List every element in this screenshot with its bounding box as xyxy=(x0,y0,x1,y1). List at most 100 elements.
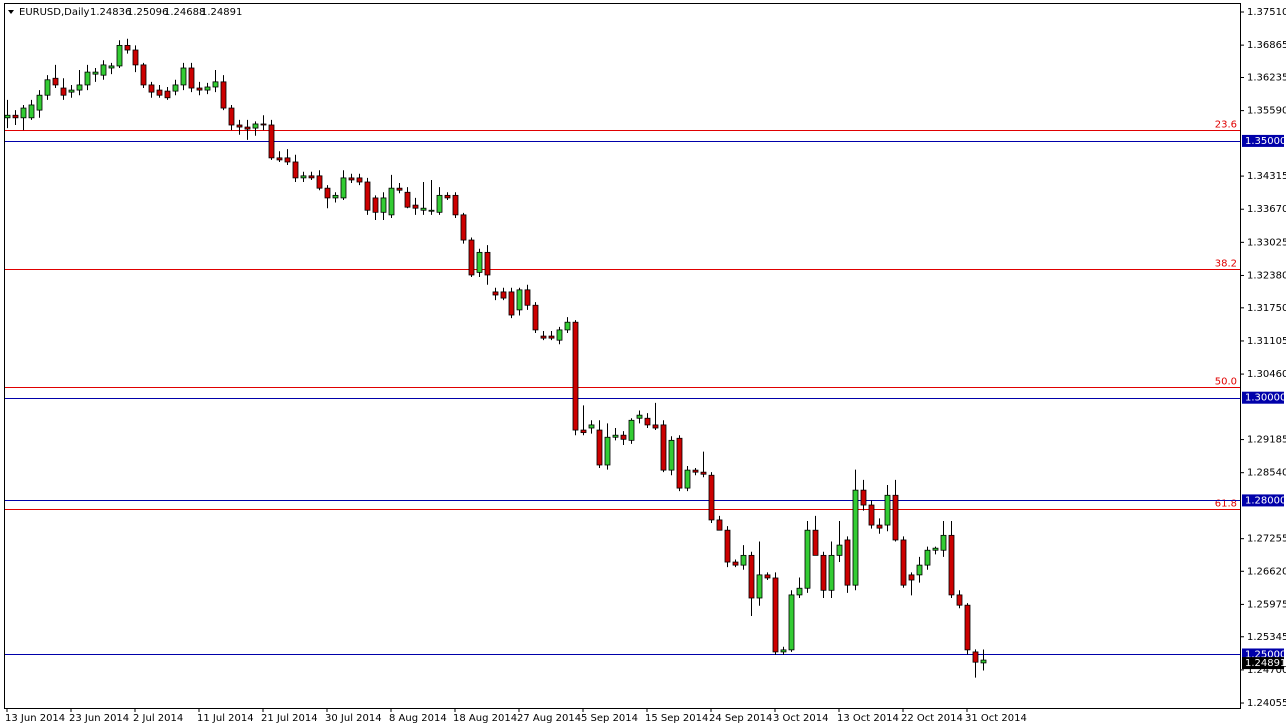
x-tick-label: 3 Oct 2014 xyxy=(773,713,828,724)
candle-body xyxy=(28,104,35,119)
candle-body xyxy=(516,289,523,311)
header-low: 1.24688 xyxy=(164,7,205,18)
candle-body xyxy=(108,65,115,69)
y-tick-label: 1.33025 xyxy=(1247,237,1286,248)
header-close: 1.24891 xyxy=(201,7,242,18)
candle-body xyxy=(204,86,211,91)
candle-body xyxy=(500,291,507,299)
candle-body xyxy=(956,594,963,606)
candle-body xyxy=(172,84,179,92)
candle-body xyxy=(412,204,419,209)
x-tick-label: 21 Jul 2014 xyxy=(261,713,318,724)
candle-body xyxy=(668,439,675,471)
candle-body xyxy=(556,329,563,341)
candle-body xyxy=(508,291,515,316)
candle-body xyxy=(788,594,795,651)
candle-body xyxy=(268,124,275,159)
y-tick-label: 1.37510 xyxy=(1247,7,1286,18)
horizontal-lines: 23.6 38.2 50.0 61.8 xyxy=(5,120,1240,655)
candle-body xyxy=(628,419,635,441)
candle-body xyxy=(164,90,171,99)
candle-body xyxy=(92,71,99,75)
candle-body xyxy=(684,469,691,489)
candle-body xyxy=(180,67,187,86)
x-tick-label: 15 Sep 2014 xyxy=(645,713,708,724)
candle-body xyxy=(740,554,747,566)
candle-body xyxy=(156,89,163,96)
candle-body xyxy=(852,489,859,586)
x-tick-label: 30 Jul 2014 xyxy=(325,713,382,724)
candle-body xyxy=(716,519,723,531)
candle-body xyxy=(36,94,43,111)
candle-body xyxy=(388,187,395,216)
y-tick-label: 1.24700 xyxy=(1247,665,1286,676)
y-tick-label: 1.36865 xyxy=(1247,40,1286,51)
candle-body xyxy=(428,209,435,212)
candle-body xyxy=(324,187,331,199)
candle-body xyxy=(756,574,763,599)
candle-body xyxy=(276,157,283,161)
candle-body xyxy=(524,289,531,306)
y-tick-label: 1.29185 xyxy=(1247,435,1286,446)
fib-label: 61.8 xyxy=(1215,499,1237,510)
level-tag xyxy=(1242,494,1284,507)
candle-body xyxy=(644,417,651,426)
candle-body xyxy=(980,659,987,664)
candle-body xyxy=(308,175,315,179)
candle-body xyxy=(484,251,491,276)
candle-body xyxy=(444,194,451,199)
candle-body xyxy=(748,554,755,599)
candle-body xyxy=(260,123,267,126)
fib-label: 38.2 xyxy=(1215,259,1237,270)
candle-body xyxy=(660,424,667,471)
y-tick-label: 1.26620 xyxy=(1247,566,1286,577)
x-tick-label: 8 Aug 2014 xyxy=(389,713,447,724)
candle-body xyxy=(20,107,27,119)
candle-body xyxy=(252,123,259,129)
candle-body xyxy=(356,177,363,183)
candle-body xyxy=(924,549,931,566)
candle-body xyxy=(700,471,707,475)
level-tag-label: 1.28000 xyxy=(1245,495,1286,506)
candle-body xyxy=(884,494,891,526)
candle-body xyxy=(540,335,547,339)
candle-body xyxy=(228,107,235,126)
candle-body xyxy=(292,161,299,179)
candle-body xyxy=(380,197,387,213)
x-tick-label: 13 Jun 2014 xyxy=(5,713,65,724)
candle-body xyxy=(124,44,131,51)
fib-label: 50.0 xyxy=(1215,377,1237,388)
candle-body xyxy=(828,554,835,591)
candle-body xyxy=(900,539,907,586)
menu-arrow[interactable] xyxy=(8,10,14,14)
candle-body xyxy=(892,494,899,541)
candle-body xyxy=(84,71,91,86)
candle-body xyxy=(44,79,51,96)
candle-body xyxy=(876,524,883,529)
candle-body xyxy=(932,547,939,551)
y-tick-label: 1.25345 xyxy=(1247,632,1286,643)
candle-body xyxy=(372,197,379,213)
candle-body xyxy=(916,564,923,576)
x-tick-label: 31 Oct 2014 xyxy=(965,713,1027,724)
candle-body xyxy=(316,175,323,189)
candle-body xyxy=(116,44,123,67)
candle-body xyxy=(724,529,731,563)
candle-body xyxy=(140,64,147,86)
candle-body xyxy=(972,651,979,663)
candle-body xyxy=(812,529,819,556)
candle-body xyxy=(468,239,475,276)
candle-body xyxy=(580,429,587,434)
x-tick-label: 5 Sep 2014 xyxy=(581,713,638,724)
candle-body xyxy=(12,114,19,119)
candle-body xyxy=(420,207,427,211)
level-tag-label: 1.35000 xyxy=(1245,136,1286,147)
candle-body xyxy=(908,574,915,581)
candle-body xyxy=(772,577,779,653)
y-tick-label: 1.33670 xyxy=(1247,204,1286,215)
candle-body xyxy=(964,604,971,651)
candle-body xyxy=(764,574,771,579)
